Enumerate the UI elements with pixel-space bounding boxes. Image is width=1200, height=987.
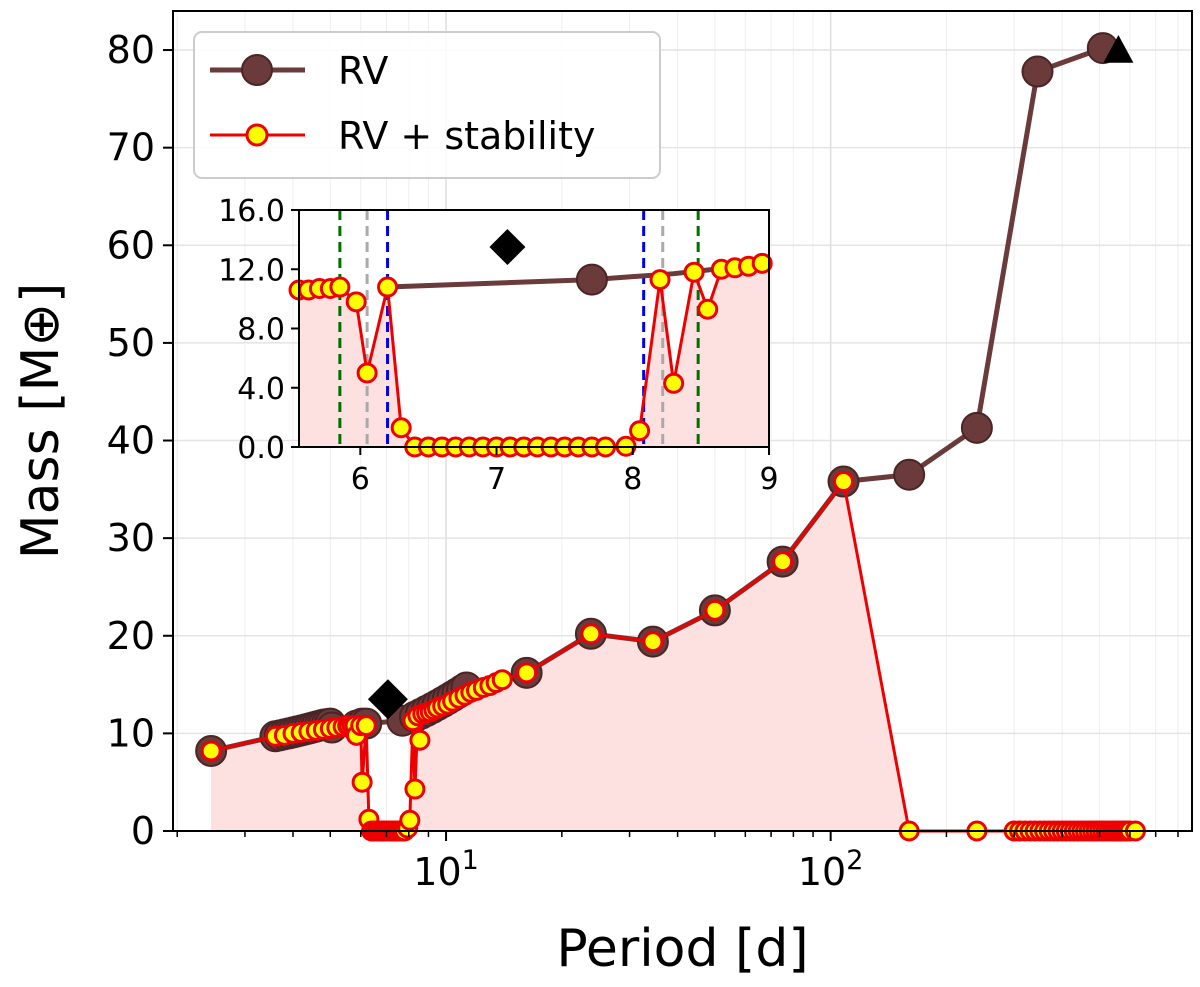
inset-ticks: 0.0 4.0 8.0 12.0 16.0 6 7 8 9 [218,194,778,497]
x-axis-label: Period [d] [556,919,808,979]
inset-rv-stability-point [683,261,705,283]
stability-fill-area [211,481,1136,831]
inset-rv-stability-point [329,276,351,298]
rv-stability-point [580,623,602,645]
inset-markers [489,229,526,266]
rv-point [893,458,926,491]
x-tick-label: 102 [798,845,864,894]
y-tick-label: 30 [107,516,155,560]
y-tick-label: 60 [107,223,155,267]
inset-rv-stability-point [697,298,719,320]
rv-stability-point [200,740,222,762]
legend-marker-rv [241,54,273,86]
inset-rv-point [575,263,608,296]
y-tick-label: 20 [107,614,155,658]
rv-stability-point [409,729,431,751]
rv-point [1021,55,1054,88]
y-tick-label: 80 [107,28,155,72]
y-axis-label: Mass [M⊕] [11,283,71,559]
inset-stability-fill-area [299,263,769,447]
main-markers [367,35,1134,720]
x-tick-label: 101 [413,845,479,894]
y-tick-label: 70 [107,126,155,170]
inset-x-tick-label: 9 [759,462,778,497]
y-tick-label: 0 [131,809,155,853]
main-axes: 0 10 20 30 40 50 60 70 80 101 102 Period [d] Mass … [11,10,1193,979]
inset-y-tick-label: 16.0 [218,194,285,229]
rv-stability-point [642,631,664,653]
legend: RV RV + stability [193,31,661,179]
inset-rv-stability-point [345,291,367,313]
rv-stability-point [355,715,377,737]
inset-rv-stability-point [390,417,412,439]
inset-rv-stability-point [663,372,685,394]
inset-x-tick-label: 8 [623,462,642,497]
inset-rv-stability-point [629,420,651,442]
diamond-marker [367,679,408,720]
main-plot-frame [172,10,1193,832]
inset-y-tick-label: 0.0 [237,431,285,466]
inset-rv-stability-point [649,269,671,291]
legend-box [193,31,661,179]
inset-x-tick-label: 7 [487,462,506,497]
rv-stability-point [491,669,513,691]
legend-label-rv-stability: RV + stability [338,114,595,158]
y-tick-label: 10 [107,711,155,755]
inset-y-tick-label: 4.0 [237,372,285,407]
rv-stability-point [772,551,794,573]
inset-stability-fill [299,263,769,447]
y-tick-label: 50 [107,321,155,365]
rv-stability-point [399,809,421,831]
inset-axes: 0.0 4.0 8.0 12.0 16.0 6 7 8 9 [218,194,778,497]
rv-stability-point [516,662,538,684]
legend-marker-rv-stability [245,123,269,147]
rv-stability-point [404,778,426,800]
inset-diamond-marker [489,229,526,266]
inset-y-tick-label: 12.0 [218,253,285,288]
inset-rv-stability-point [377,276,399,298]
main-ticks: 0 10 20 30 40 50 60 70 80 101 102 [107,28,1179,894]
inset-y-tick-label: 8.0 [237,313,285,348]
main-stability-fill [211,481,1136,831]
inset-rv-stability-point [356,362,378,384]
inset-rv-stability-point [751,252,773,274]
triangle-marker [1103,35,1134,63]
inset-x-tick-label: 6 [351,462,370,497]
legend-label-rv: RV [338,49,388,93]
y-tick-label: 40 [107,419,155,463]
rv-stability-point [351,771,373,793]
rv-stability-point [833,471,855,493]
rv-point [960,411,993,444]
rv-stability-point [704,599,726,621]
